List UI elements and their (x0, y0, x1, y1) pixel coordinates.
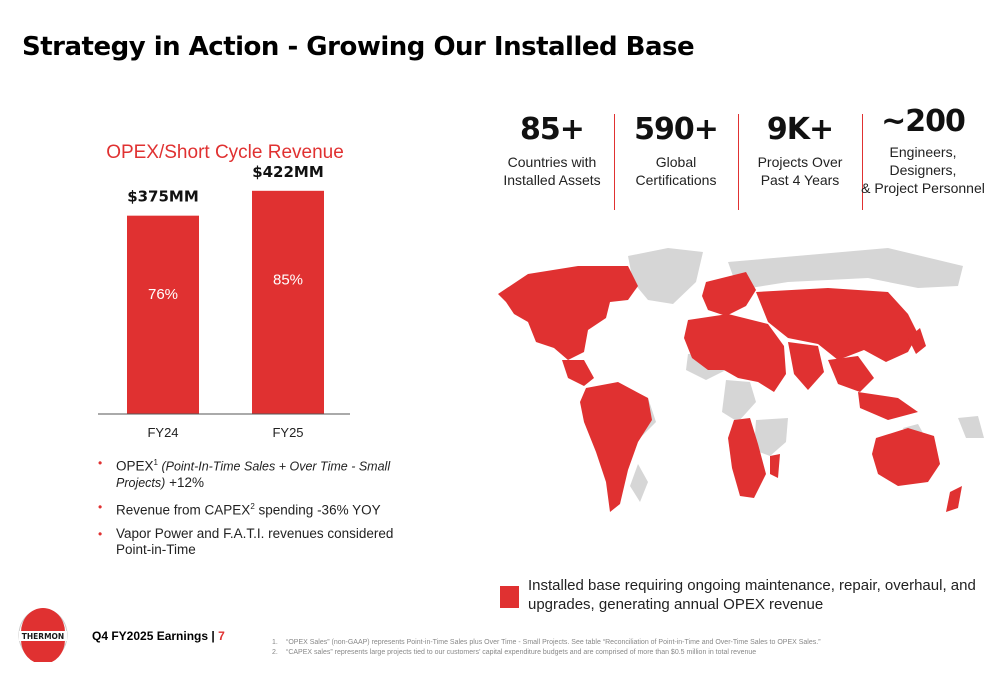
map-land-red (498, 266, 962, 512)
bullet-opex: OPEX1 (Point-In-Time Sales + Over Time -… (98, 455, 418, 491)
central-africa-shape (722, 380, 756, 422)
australia-shape (872, 428, 940, 486)
indonesia-shape (858, 392, 918, 420)
earnings-label: Q4 FY2025 Earnings | 7 (92, 629, 225, 643)
bar-value-label: $375MM (127, 188, 199, 206)
stat-value: 9K+ (766, 112, 834, 147)
greenland-shape (628, 248, 703, 304)
central-america-shape (562, 360, 594, 386)
footnotes: 1. “OPEX Sales” (non-GAAP) represents Poi… (272, 638, 992, 658)
stat-countries: 85+ Countries with Installed Assets (490, 112, 614, 189)
madagascar-shape (770, 454, 780, 478)
stat-projects: 9K+ Projects Over Past 4 Years (739, 112, 861, 189)
stat-value: ~200 (881, 104, 966, 139)
europe-shape (702, 272, 756, 316)
stat-value: 85+ (520, 112, 585, 147)
footnote-1: 1. “OPEX Sales” (non-GAAP) represents Poi… (272, 639, 821, 646)
stat-certifications: 590+ Global Certifications (615, 112, 737, 189)
stat-divider (862, 114, 863, 210)
north-america-shape (498, 266, 638, 360)
south-cone-shape (630, 464, 648, 502)
footnote-2: 2. “CAPEX sales” represents large project… (272, 649, 757, 656)
southern-africa-shape (728, 418, 766, 498)
india-shape (788, 342, 824, 390)
stats-row: 85+ Countries with Installed Assets 590+ … (490, 104, 995, 212)
east-africa-shape (754, 418, 788, 456)
southeast-asia-shape (828, 356, 874, 392)
thermon-logo: THERMON (18, 608, 68, 662)
japan-shape (908, 328, 926, 354)
page-title: Strategy in Action - Growing Our Install… (22, 32, 695, 62)
x-tick-label: FY24 (147, 425, 178, 440)
stat-divider (738, 114, 739, 210)
stat-label: Global Certifications (635, 154, 717, 188)
stat-label: Engineers, Designers, & Project Personnel (861, 144, 985, 196)
stat-label: Countries with Installed Assets (503, 154, 601, 188)
stat-value: 590+ (634, 112, 719, 147)
new-zealand-shape (946, 486, 962, 512)
asia-shape (756, 288, 918, 362)
page-number: 7 (218, 629, 225, 643)
legend-text: Installed base requiring ongoing mainten… (528, 577, 976, 613)
south-america-shape (580, 382, 652, 512)
north-asia-shape (728, 248, 963, 290)
stat-divider (614, 114, 615, 210)
bullet-capex: Revenue from CAPEX2 spending -36% YOY (98, 499, 418, 519)
stat-personnel: ~200 Engineers, Designers, & Project Perso… (856, 104, 990, 197)
pacific-islands-shape (958, 416, 984, 438)
world-map (498, 248, 984, 512)
north-africa-shape (684, 314, 786, 392)
bar-value-label: $422MM (252, 163, 324, 181)
bar-inner-label: 85% (273, 272, 303, 289)
bullet-vapor-power: Vapor Power and F.A.T.I. revenues consid… (98, 526, 418, 558)
chart-title: OPEX/Short Cycle Revenue (106, 142, 344, 163)
stat-label: Projects Over Past 4 Years (757, 154, 843, 188)
legend-swatch (500, 586, 519, 608)
bar-fy25 (252, 190, 324, 414)
svg-text:THERMON: THERMON (22, 632, 64, 641)
bullet-list: OPEX1 (Point-In-Time Sales + Over Time -… (98, 455, 418, 566)
bar-fy24 (127, 215, 199, 414)
x-tick-label: FY25 (272, 425, 303, 440)
bar-inner-label: 76% (148, 286, 178, 303)
